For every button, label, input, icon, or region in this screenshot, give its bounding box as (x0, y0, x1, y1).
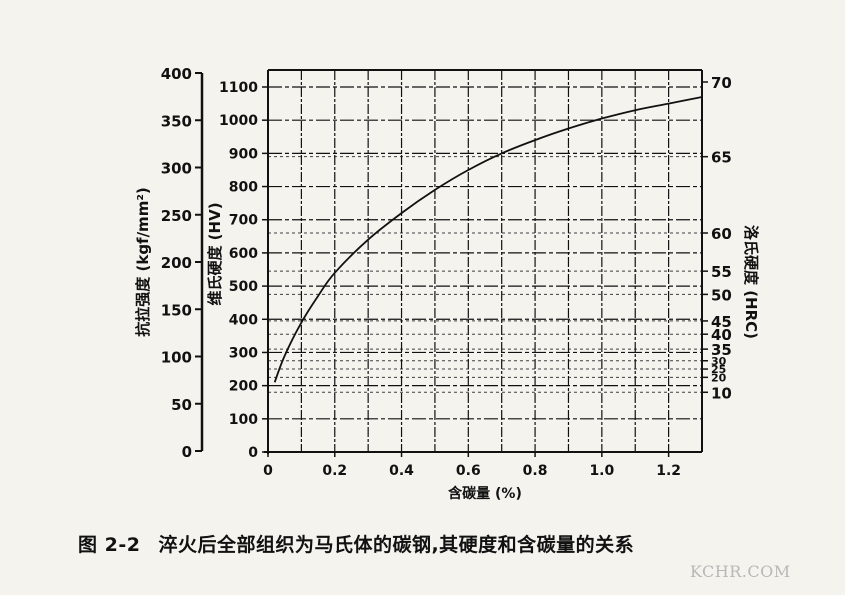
hrc-tick-label: 50 (711, 286, 732, 304)
watermark: KCHR.COM (690, 562, 791, 581)
hardness-curve (273, 96, 703, 383)
hrc-tick-label: 70 (711, 74, 732, 92)
x-tick-label: 0 (263, 463, 273, 479)
x-axis-title: 含碳量 (%) (448, 485, 522, 502)
hrc-tick-label: 40 (711, 326, 732, 344)
hv-tick-label: 200 (229, 379, 258, 395)
hv-tick-label: 300 (229, 345, 258, 361)
hrc-tick-label: 10 (711, 384, 732, 402)
tensile-tick-label: 400 (161, 65, 192, 83)
hrc-tick-label: 25 (711, 363, 726, 376)
data-series (273, 96, 703, 383)
hv-tick-label: 0 (248, 445, 258, 461)
tensile-tick-label: 0 (182, 443, 192, 461)
tensile-axis-title: 抗拉强度 (kgf/mm²) (134, 187, 152, 336)
hrc-tick-label: 45 (711, 313, 732, 331)
hv-tick-label: 1000 (219, 113, 258, 129)
x-tick-label: 1.2 (656, 463, 681, 479)
tick-labels: 0 0.2 0.4 0.6 0.8 1.0 1.2010020030040050060070… (161, 65, 732, 479)
figure-caption: 图 2-2 淬火后全部组织为马氏体的碳钢,其硬度和含碳量的关系 (78, 530, 634, 557)
x-tick-label: 0.8 (523, 463, 548, 479)
hrc-tick-label: 30 (711, 355, 727, 368)
tensile-tick-label: 200 (161, 254, 192, 272)
hrc-tick-label: 65 (711, 149, 732, 167)
x-tick-label: 0.2 (322, 463, 347, 479)
x-tick-label: 1.0 (589, 463, 614, 479)
tensile-tick-label: 350 (161, 112, 192, 130)
grid (267, 70, 703, 453)
caption-text: 淬火后全部组织为马氏体的碳钢,其硬度和含碳量的关系 (158, 534, 635, 556)
hrc-tick-label: 20 (711, 371, 727, 384)
tensile-tick-label: 50 (171, 396, 192, 414)
tensile-tick-label: 100 (161, 349, 192, 367)
axis-labels: 含碳量 (%) 抗拉强度 (kgf/mm²) 维氏硬度 (HV) 洛氏硬度 (HRC) (134, 187, 760, 502)
tensile-tick-label: 150 (161, 301, 192, 319)
hrc-tick-label: 35 (711, 341, 732, 359)
hv-tick-label: 900 (229, 146, 258, 162)
tensile-tick-label: 300 (161, 160, 192, 178)
hrc-tick-label: 55 (711, 263, 732, 281)
hv-tick-label: 500 (229, 279, 258, 295)
hv-tick-label: 100 (229, 412, 258, 428)
hrc-tick-label: 60 (711, 225, 732, 243)
hv-tick-label: 800 (229, 180, 258, 196)
x-tick-label: 0.4 (389, 463, 414, 479)
tensile-tick-label: 250 (161, 207, 192, 225)
hv-tick-label: 700 (229, 213, 258, 229)
hv-tick-label: 1100 (219, 80, 258, 96)
hv-tick-label: 600 (229, 246, 258, 262)
hrc-axis-title: 洛氏硬度 (HRC) (742, 225, 760, 339)
figure-number: 图 2-2 (78, 534, 141, 556)
x-tick-label: 0.6 (456, 463, 481, 479)
hv-tick-label: 400 (229, 312, 258, 328)
hv-axis-title: 维氏硬度 (HV) (206, 202, 224, 305)
axes (200, 69, 703, 454)
